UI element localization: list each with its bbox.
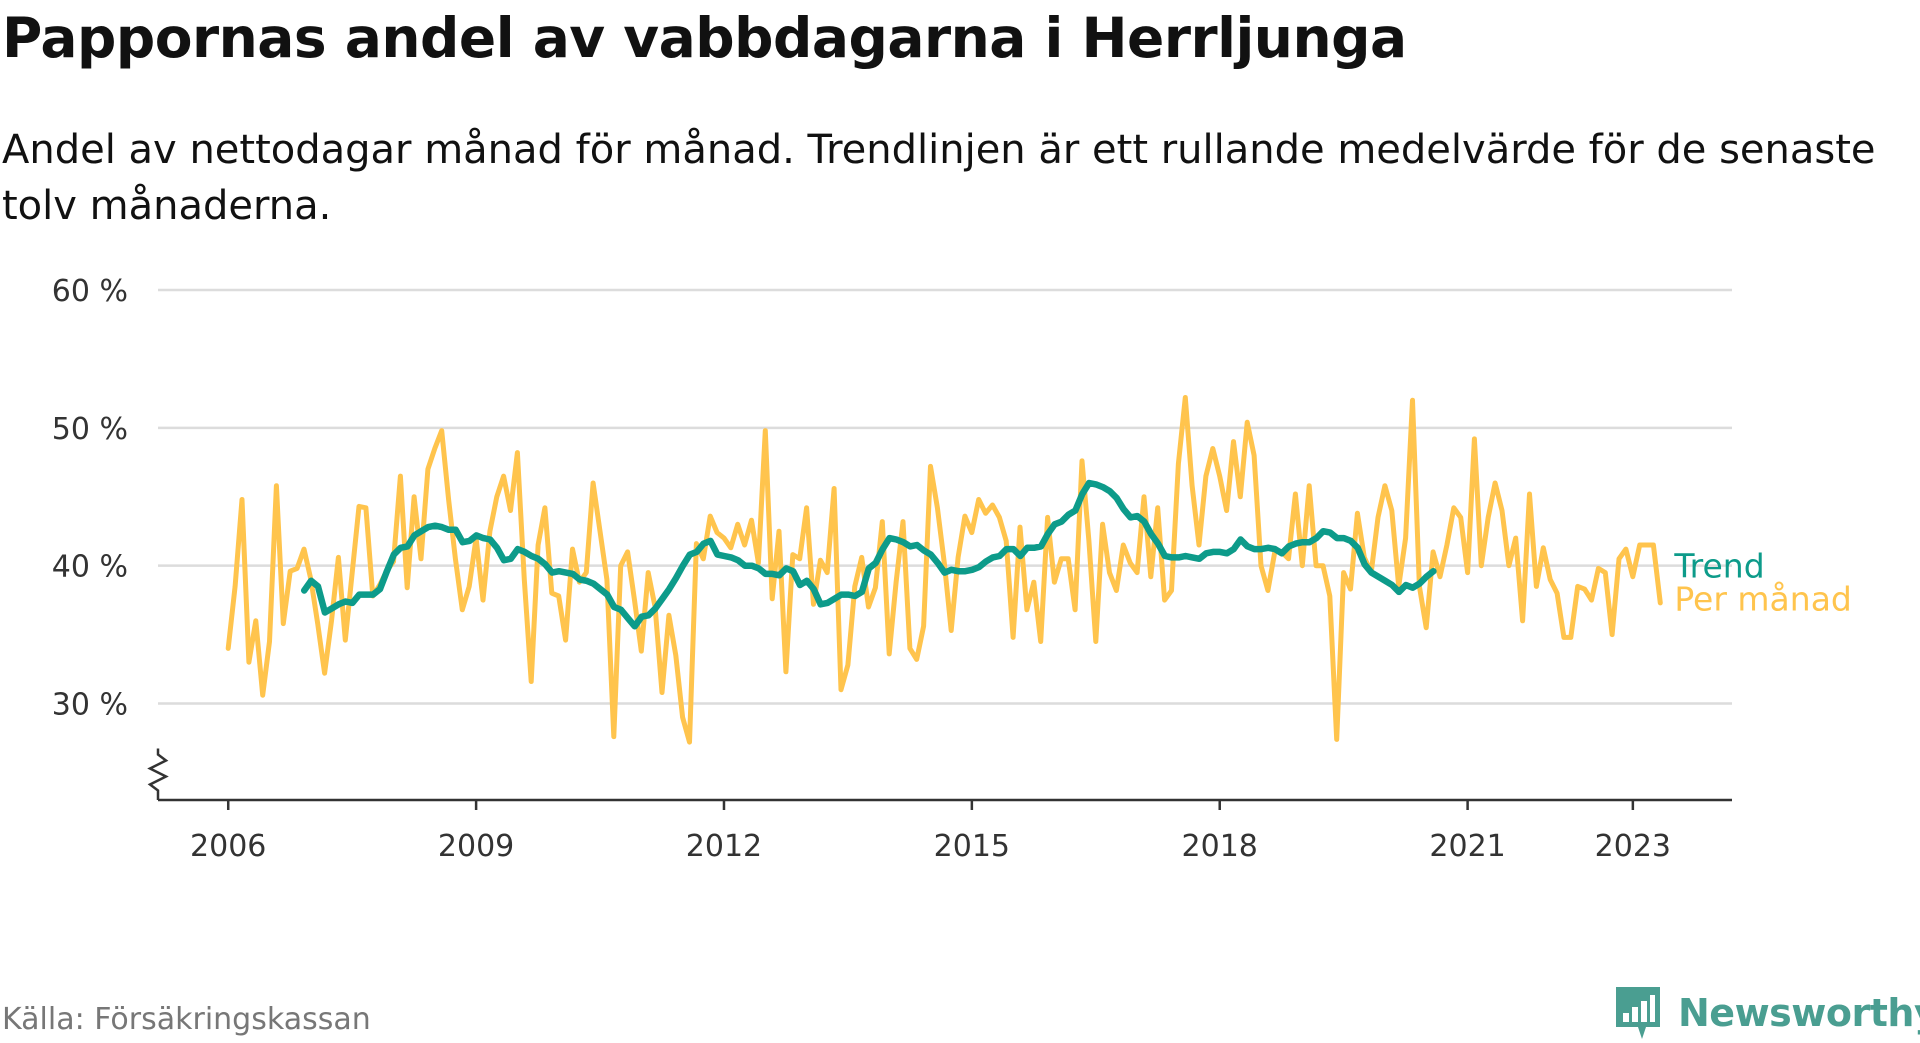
- trend-line: [300, 479, 1437, 630]
- y-axis-tick-labels: 30 % 40 % 50 % 60 %: [52, 274, 128, 723]
- bar-chart-icon: [1616, 987, 1660, 1039]
- monthly-line: [225, 395, 1663, 745]
- x-tick-label: 2021: [1429, 829, 1505, 864]
- y-tick-label: 50 %: [52, 412, 128, 447]
- series-lines: [225, 395, 1663, 745]
- y-tick-label: 60 %: [52, 274, 128, 309]
- axis-break-icon: [147, 748, 169, 800]
- source-note: Källa: Försäkringskassan: [2, 1002, 371, 1037]
- trend-label: Trend: [1673, 547, 1764, 586]
- x-tick-label: 2006: [190, 829, 266, 864]
- x-axis-tick-labels: 2006 2009 2012 2015 2018 2021 2023: [190, 800, 1671, 864]
- x-axis: [147, 748, 1732, 802]
- x-tick-label: 2015: [934, 829, 1010, 864]
- newsworthy-logo: Newsworthy: [1612, 983, 1920, 1043]
- monthly-label: Per månad: [1674, 580, 1852, 619]
- grid-lines: [158, 288, 1732, 705]
- chart-title: Pappornas andel av vabbdagarna i Herrlju…: [2, 6, 1407, 70]
- y-tick-label: 40 %: [52, 550, 128, 585]
- x-tick-label: 2018: [1182, 829, 1258, 864]
- chart-subtitle: Andel av nettodagar månad för månad. Tre…: [2, 127, 1876, 229]
- y-tick-label: 30 %: [52, 688, 128, 723]
- x-tick-label: 2009: [438, 829, 514, 864]
- x-tick-label: 2012: [686, 829, 762, 864]
- x-tick-label: 2023: [1595, 829, 1671, 864]
- brand-name: Newsworthy: [1678, 991, 1920, 1035]
